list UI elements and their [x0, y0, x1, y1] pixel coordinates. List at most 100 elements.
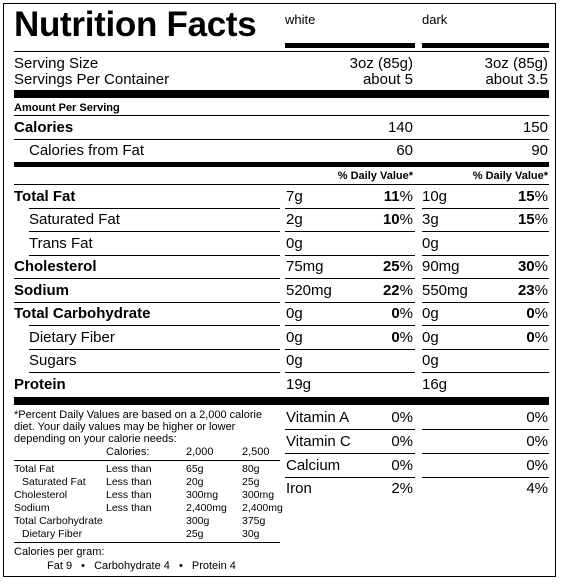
footnote-row-value-2000: 300g	[186, 515, 210, 527]
row-rule-dark	[422, 208, 549, 209]
row-rule-label	[14, 302, 280, 303]
nutrient-amount-dark: 0g	[422, 329, 439, 346]
footnote-row-label: Dietary Fiber	[22, 528, 83, 540]
nutrient-amount-white: 0g	[286, 235, 303, 252]
rule-dv-header	[14, 184, 549, 185]
footnote-row-label: Sodium	[14, 502, 50, 514]
row-rule-white	[285, 255, 415, 256]
dv-header-dark: % Daily Value*	[472, 170, 548, 182]
title-rule	[14, 51, 549, 52]
footnote-row-value-2500: 300mg	[242, 489, 275, 501]
calories-white: 140	[387, 119, 413, 136]
nutrient-dv-percent-sign: %	[534, 282, 548, 299]
nutrient-dv-value: 0	[526, 329, 535, 346]
row-rule-dark	[422, 325, 549, 326]
row-rule-label	[14, 278, 280, 279]
nutrient-dv-percent-sign: %	[534, 258, 548, 275]
nutrient-label: Trans Fat	[29, 235, 93, 252]
nutrient-dv-percent-sign: %	[534, 211, 548, 228]
nutrient-label: Total Fat	[14, 188, 76, 205]
serving-size-white: 3oz (85g)	[349, 55, 413, 72]
calories-dark: 150	[522, 119, 548, 136]
nutrient-dv-value: 15	[517, 211, 535, 228]
footnote-row-label: Saturated Fat	[22, 476, 86, 488]
row-rule-white	[285, 349, 415, 350]
footnote-cal-level-1: 2,000	[186, 446, 214, 458]
row-rule-white	[285, 302, 415, 303]
servings-per-container-dark: about 3.5	[485, 71, 548, 88]
vitamin-white: 2%	[391, 480, 413, 497]
nutrient-dv-value: 10	[382, 211, 400, 228]
vitamin-white: 0%	[391, 433, 413, 450]
rule-calories	[14, 139, 549, 140]
footnote-row-value-2500: 2,400mg	[242, 502, 283, 514]
vitamin-rule-white	[285, 477, 415, 478]
footnote-rule	[14, 460, 280, 461]
vitamin-dark: 4%	[526, 480, 548, 497]
amount-per-serving: Amount Per Serving	[14, 102, 120, 114]
footnote-row-value-2500: 80g	[242, 463, 260, 475]
footnote-row-value-2000: 25g	[186, 528, 204, 540]
row-rule-label	[29, 208, 280, 209]
nutrient-dv-dark: 23%	[488, 282, 548, 299]
vitamin-rule-dark	[422, 477, 549, 478]
nutrient-label: Cholesterol	[14, 258, 97, 275]
nutrient-dv-white: 25%	[353, 258, 413, 275]
nutrient-amount-white: 2g	[286, 211, 303, 228]
footnote-line-1: *Percent Daily Values are based on a 2,0…	[14, 409, 263, 421]
thick-rule-protein	[14, 397, 549, 405]
column-header-white: white	[285, 12, 316, 27]
calories-from-fat-label: Calories from Fat	[29, 142, 145, 159]
footnote-row-value-2000: 2,400mg	[186, 502, 227, 514]
row-rule-dark	[422, 255, 549, 256]
nutrient-dv-white: 11%	[353, 188, 413, 205]
nutrient-dv-value: 0	[391, 305, 400, 322]
per-gram-bullet-2: •	[178, 560, 183, 572]
per-gram-carbohydrate: Carbohydrate 4	[94, 560, 170, 572]
nutrient-dv-dark: 0%	[488, 329, 548, 346]
column-header-bar-white	[285, 43, 415, 48]
per-gram-bullet-1: •	[81, 560, 85, 572]
nutrient-amount-white: 7g	[286, 188, 303, 205]
vitamin-label: Calcium	[286, 457, 341, 474]
nutrient-dv-percent-sign: %	[399, 282, 413, 299]
footnote-calories-label: Calories:	[106, 446, 150, 458]
nutrient-amount-white: 520mg	[286, 282, 332, 299]
footnote-row-qualifier: Less than	[106, 476, 152, 488]
row-rule-white	[285, 278, 415, 279]
row-rule-label	[29, 349, 280, 350]
vitamin-label: Iron	[286, 480, 312, 497]
nutrient-dv-dark: 15%	[488, 188, 548, 205]
nutrient-dv-percent-sign: %	[534, 305, 548, 322]
nutrient-amount-dark: 0g	[422, 352, 439, 369]
footnote-row-value-2000: 65g	[186, 463, 204, 475]
nutrient-amount-dark: 0g	[422, 305, 439, 322]
row-rule-white	[285, 231, 415, 232]
row-rule-white	[285, 372, 415, 373]
nutrient-dv-percent-sign: %	[399, 329, 413, 346]
nutrient-dv-dark: 15%	[488, 211, 548, 228]
nutrient-dv-value: 23	[517, 282, 535, 299]
nutrient-dv-value: 11	[383, 188, 400, 205]
footnote-row-label: Total Fat	[14, 463, 55, 475]
per-gram-label: Calories per gram:	[14, 546, 105, 558]
nutrient-dv-dark: 0%	[488, 305, 548, 322]
title: Nutrition Facts	[14, 5, 257, 44]
rule-amount	[14, 115, 549, 116]
footnote-row-label: Total Carbohydrate	[14, 515, 103, 527]
vitamin-rule-white	[285, 429, 415, 430]
footnote-row-value-2000: 300mg	[186, 489, 219, 501]
calories-label: Calories	[14, 119, 74, 136]
footnote-row-value-2500: 25g	[242, 476, 260, 488]
row-rule-dark	[422, 372, 549, 373]
per-gram-fat: Fat 9	[47, 560, 73, 572]
vitamin-dark: 0%	[526, 433, 548, 450]
nutrient-dv-percent-sign: %	[399, 188, 413, 205]
footnote-cal-level-2: 2,500	[242, 446, 270, 458]
nutrient-dv-value: 15	[517, 188, 535, 205]
vitamin-label: Vitamin C	[286, 433, 351, 450]
calories-from-fat-white: 60	[396, 142, 413, 159]
nutrient-dv-percent-sign: %	[534, 329, 548, 346]
medium-rule-calories	[14, 162, 549, 167]
nutrient-dv-white: 10%	[353, 211, 413, 228]
